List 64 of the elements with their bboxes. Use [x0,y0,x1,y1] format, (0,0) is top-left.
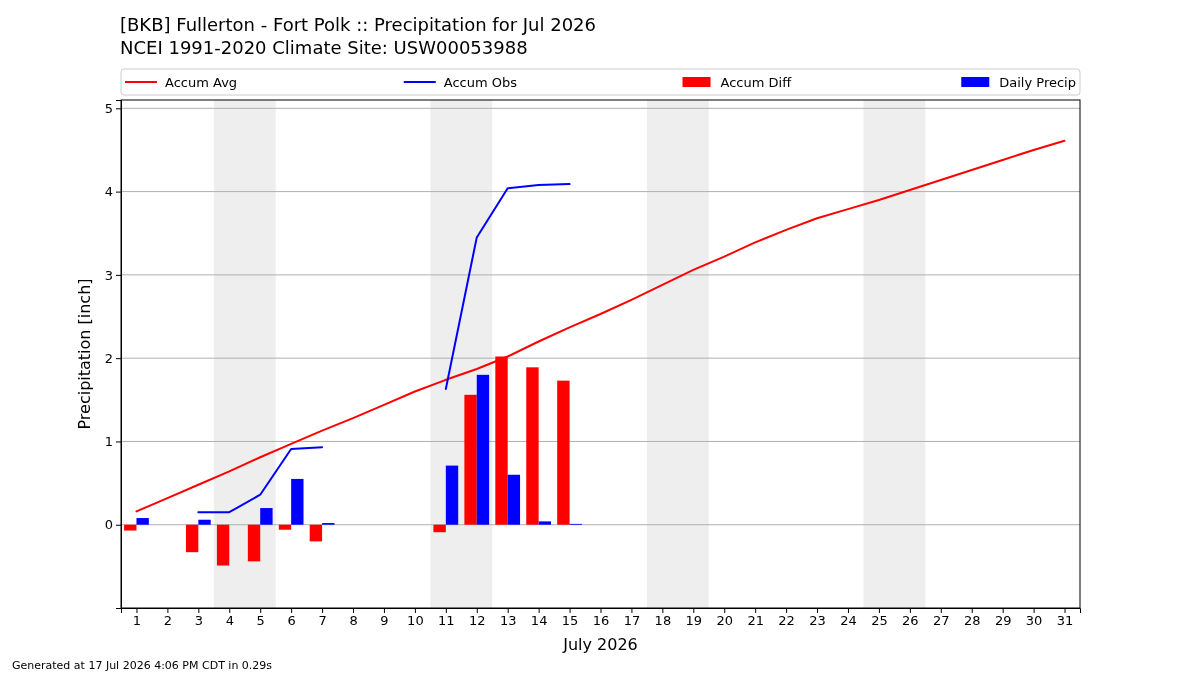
x-tick-label: 31 [1056,613,1074,629]
x-tick-label: 8 [349,613,358,629]
bar [557,380,570,525]
bar [445,465,459,525]
x-tick-label: 25 [871,613,888,629]
y-tick-label: 4 [104,184,113,200]
bar [278,524,292,530]
legend-label: Accum Obs [443,75,518,90]
x-axis-title: July 2026 [562,635,638,654]
x-tick-label: 10 [407,613,424,629]
bar [260,508,273,525]
x-tick-label: 11 [438,613,455,629]
text: Generated at 17 Jul 2026 4:06 PM CDT in 0.29s [12,659,273,672]
bar [526,367,539,525]
x-tick-label: 14 [530,613,548,629]
bar [198,519,211,525]
x-tick-label: 18 [654,613,672,629]
chart-title: [BKB] Fullerton - Fort Polk :: Precipitation for Jul 2026 [120,14,597,35]
y-tick-label: 1 [104,434,113,450]
x-tick-label: 3 [194,613,203,629]
chart-subtitle: NCEI 1991-2020 Climate Site: USW00053988 [120,37,528,58]
x-tick-label: 9 [380,613,389,629]
bar [136,518,149,525]
y-tick-label: 0 [104,517,113,533]
x-tick-label: 12 [468,613,486,629]
bar [309,524,323,542]
bar [216,524,230,566]
bar [124,524,137,531]
legend-label: Daily Precip [999,75,1076,90]
x-tick-label: 24 [840,613,857,629]
y-axis-title: Precipitation [inch] [75,278,94,430]
bar [507,474,521,525]
x-tick-label: 19 [685,613,703,629]
x-tick-label: 17 [623,613,641,629]
x-tick-label: 4 [225,613,234,629]
x-tick-label: 26 [902,613,919,629]
x-tick-label: 20 [716,613,734,629]
x-tick-label: 28 [963,613,981,629]
bar [247,524,261,562]
y-tick-label: 3 [104,267,113,283]
y-tick-label: 2 [104,350,113,366]
y-tick-label: 5 [104,100,113,116]
x-tick-label: 6 [287,613,296,629]
x-tick-label: 21 [747,613,764,629]
x-tick-label: 16 [592,613,610,629]
legend-label: Accum Diff [720,75,793,90]
x-tick-label: 2 [163,613,173,629]
x-tick-label: 30 [1025,613,1043,629]
legend-label: Accum Avg [165,75,238,90]
x-tick-label: 29 [994,613,1012,629]
bar [291,478,304,525]
bar [476,374,490,525]
bar [464,394,477,525]
x-tick-label: 22 [778,613,795,629]
bar [538,521,551,525]
bar [433,524,446,533]
bar [185,524,199,553]
x-tick-label: 1 [132,613,142,629]
x-tick-label: 23 [809,613,826,629]
x-tick-label: 15 [561,613,579,629]
x-tick-label: 5 [256,613,265,629]
x-tick-label: 7 [318,613,327,629]
x-tick-label: 13 [499,613,517,629]
x-tick-label: 27 [933,613,950,629]
